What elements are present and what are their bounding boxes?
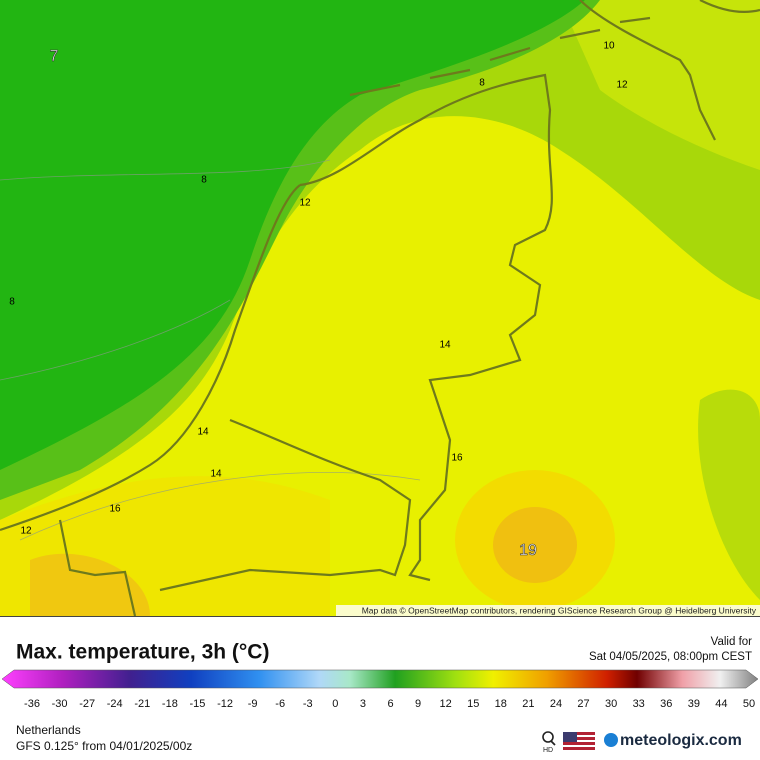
colorbar-ticks: -36 -30 -27 -24 -21 -18 -15 -12 -9 -6 -3 0 3 6 9 12 15 18…: [24, 698, 755, 710]
colorbar-tick-label: 3: [360, 698, 366, 710]
colorbar-tick-label: 27: [577, 698, 589, 710]
colorbar-tick-label: -24: [107, 698, 123, 710]
field-orange: [493, 507, 577, 583]
contour-label: 8: [201, 175, 207, 186]
contour-label: 14: [439, 340, 451, 351]
colorbar-tick-label: -12: [217, 698, 233, 710]
contour-label: 8: [479, 78, 485, 89]
colorbar-tick-label: -6: [275, 698, 285, 710]
contour-label: 19: [519, 542, 537, 559]
model: GFS 0.125° from 04/01/2025/00z: [16, 739, 192, 753]
colorbar-tick-label: 6: [387, 698, 393, 710]
contour-label: 12: [299, 198, 311, 209]
colorbar-tick-label: -27: [79, 698, 95, 710]
border: [299, 73, 553, 582]
contour-label: 12: [616, 80, 628, 91]
attribution: Map data © OpenStreetMap contributors, r…: [362, 605, 757, 615]
attribution-bg: [336, 605, 760, 616]
border: [579, 0, 760, 141]
colorbar-tick-label: 21: [522, 698, 534, 710]
contour-label: 10: [603, 41, 615, 52]
title: Max. temperature, 3h (°C): [16, 641, 269, 664]
border: [159, 418, 412, 592]
isoline: [0, 159, 421, 541]
colorbar-tick-label: -21: [134, 698, 150, 710]
colorbar-tick-label: 15: [467, 698, 479, 710]
field-sea: [0, 0, 585, 470]
coast: [0, 184, 301, 532]
colorbar-tick-label: 9: [415, 698, 421, 710]
colorbar-tick-label: -36: [24, 698, 40, 710]
colorbar-tick-label: 12: [440, 698, 452, 710]
colorbar-tick-label: 18: [495, 698, 507, 710]
search-icon[interactable]: HD: [542, 731, 556, 754]
colorbar: [1, 669, 759, 689]
contour-label: 12: [20, 526, 32, 537]
contour-label: 16: [451, 453, 463, 464]
colorbar-tick-label: 0: [332, 698, 338, 710]
field-east: [698, 389, 760, 600]
contour-label: 8: [9, 297, 15, 308]
colorbar-tick-label: 36: [660, 698, 672, 710]
contour-label: 14: [210, 469, 222, 480]
map: 7 8 8 8 10 12 12 12 14 14 14 16 16 19 Ma…: [0, 0, 760, 617]
field-ne: [560, 0, 760, 170]
brand-logo: [604, 733, 618, 747]
colorbar-tick-label: 50: [743, 698, 755, 710]
field-orange-sw: [30, 553, 150, 616]
brand[interactable]: meteologix.com: [620, 732, 742, 749]
contour-label: 14: [197, 427, 209, 438]
colorbar-tick-label: 44: [715, 698, 727, 710]
contour-label: 7: [50, 48, 59, 65]
colorbar-tick-label: -9: [248, 698, 258, 710]
region: Netherlands: [16, 723, 81, 737]
islands: [349, 16, 651, 97]
colorbar-tick-label: 24: [550, 698, 562, 710]
border: [58, 519, 137, 617]
colorbar-tick-label: 30: [605, 698, 617, 710]
colorbar-tick-label: -15: [190, 698, 206, 710]
hd-label: HD: [543, 747, 553, 754]
colorbar-tick-label: -3: [303, 698, 313, 710]
flag-us[interactable]: [563, 732, 595, 750]
colorbar-tick-label: -18: [162, 698, 178, 710]
valid-time: Sat 04/05/2025, 08:00pm CEST: [589, 651, 752, 663]
contour-label: 16: [109, 504, 121, 515]
valid-label: Valid for: [711, 636, 753, 648]
colorbar-tick-label: 33: [633, 698, 645, 710]
colorbar-tick-label: 39: [688, 698, 700, 710]
colorbar-tick-label: -30: [52, 698, 68, 710]
